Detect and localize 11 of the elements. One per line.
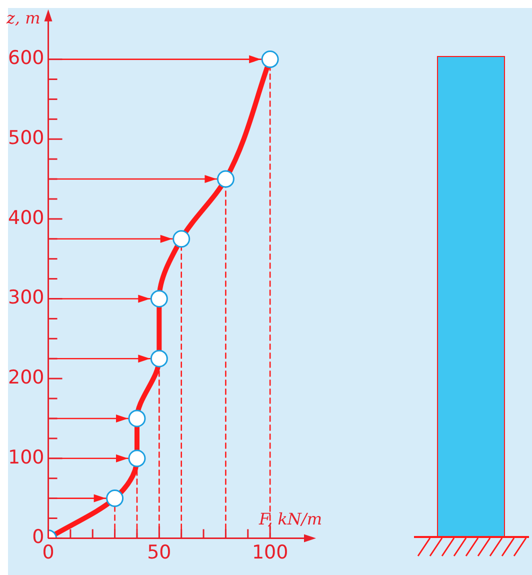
y-tick-label: 100 [8,446,44,468]
y-axis-title: z, m [5,8,40,28]
x-tick-label: 100 [252,542,288,564]
x-axis-title: F, kN/m [258,509,322,528]
y-tick-label: 600 [8,47,44,70]
y-tick-label: 200 [8,366,44,389]
x-tick-label: 50 [147,542,172,564]
y-tick-label: 300 [8,286,44,309]
y-tick-label: 0 [32,526,44,548]
y-tick-label: 400 [8,206,44,229]
y-tick-label: 500 [8,127,44,150]
